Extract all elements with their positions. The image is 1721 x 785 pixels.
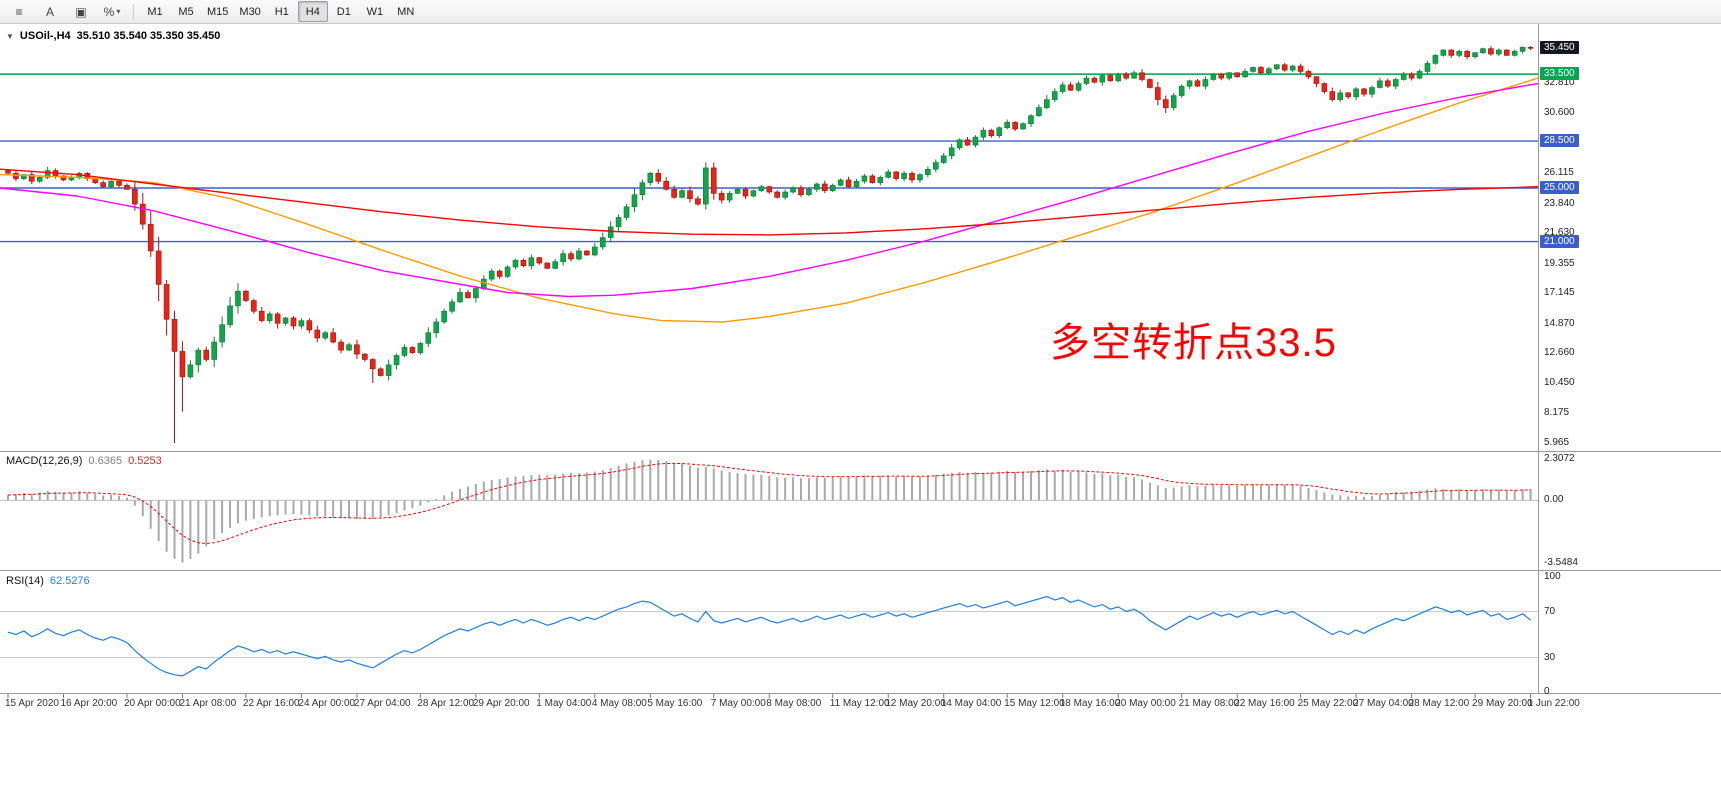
rsi-line	[7, 595, 1531, 677]
ma-orange-line	[0, 77, 1539, 323]
ma-magenta-line	[0, 82, 1539, 298]
timeframe-button-mn[interactable]: MN	[397, 5, 415, 18]
ma-red-line	[0, 168, 1539, 236]
timeframe-button-d1[interactable]: D1	[336, 5, 351, 18]
symbol-ohlc-values: 35.510 35.540 35.350 35.450	[76, 30, 221, 42]
symbol-title: USOil-,H4	[19, 30, 71, 42]
timeframe-button-m30[interactable]: M30	[239, 5, 261, 18]
indicator-dropdown-icon[interactable]: % ▾	[103, 4, 121, 19]
toolbar-separator	[133, 3, 134, 20]
chevron-down-icon: ▾	[116, 7, 121, 16]
annotation-text: 多空转折点33.5	[1050, 321, 1337, 365]
timeframe-button-m15[interactable]: M15	[207, 5, 229, 18]
timeframe-button-m1[interactable]: M1	[147, 5, 163, 18]
timeframe-button-h1[interactable]: H1	[274, 5, 289, 18]
timeframe-button-m5[interactable]: M5	[178, 5, 194, 18]
rsi-indicator-header: RSI(14) 62.5276	[6, 575, 90, 587]
chart-symbol-header: ▼ USOil-,H4 35.510 35.540 35.350 35.450	[6, 30, 220, 42]
toolbar: ≡ A ▣ % ▾ M1 M5 M15 M30 H1 H4 D1 W1 MN	[0, 0, 1721, 24]
moving-averages-group	[0, 77, 1539, 323]
macd-indicator-header: MACD(12,26,9) 0.6365 0.5253	[6, 455, 162, 467]
macd-histogram	[0, 459, 1538, 563]
rsi-value: 62.5276	[49, 575, 90, 587]
rsi-group	[0, 595, 1538, 677]
frame-tool-icon[interactable]: ▣	[75, 4, 87, 19]
macd-title: MACD(12,26,9)	[6, 455, 83, 467]
menu-icon[interactable]: ≡	[15, 4, 23, 19]
chart-dropdown-icon[interactable]: ▼	[6, 31, 14, 41]
macd-main-value: 0.6365	[88, 455, 123, 467]
rsi-title: RSI(14)	[6, 575, 44, 587]
text-tool-icon[interactable]: A	[45, 4, 54, 19]
timeframe-button-w1[interactable]: W1	[366, 5, 384, 18]
panel-separators	[0, 24, 1721, 694]
macd-signal-line	[7, 462, 1531, 545]
timeframe-button-h4[interactable]: H4	[297, 1, 328, 22]
time-axis-ticks	[7, 694, 1532, 698]
macd-signal-value: 0.5253	[128, 455, 162, 467]
candles-group	[5, 45, 1534, 443]
